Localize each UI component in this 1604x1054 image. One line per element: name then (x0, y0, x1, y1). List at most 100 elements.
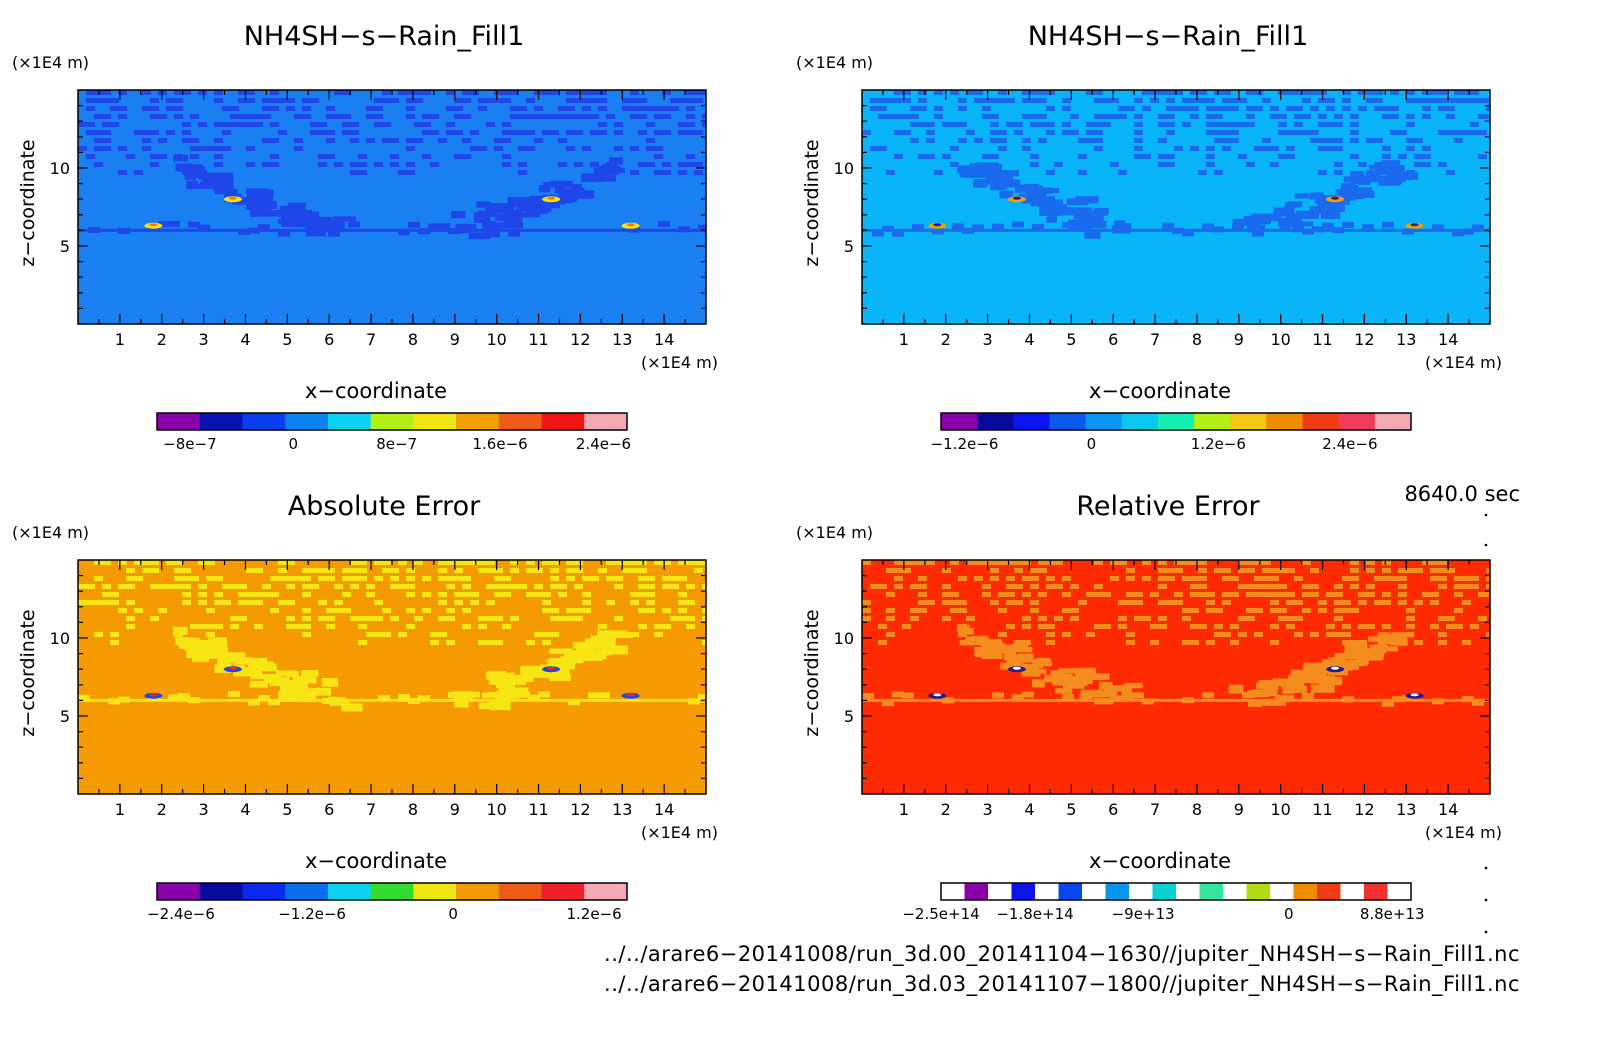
field-cell (310, 98, 319, 103)
field-cell (246, 568, 255, 573)
field-cell (1486, 576, 1490, 581)
x-tick-label: 10 (1270, 800, 1290, 819)
field-cell (1182, 608, 1191, 613)
field-cell (638, 560, 647, 565)
field-cell (1018, 653, 1034, 663)
field-cell (1206, 592, 1215, 597)
field-cell (1286, 90, 1295, 95)
field-cell (1150, 640, 1159, 645)
field-cell (366, 584, 375, 589)
field-cell (1374, 166, 1395, 175)
field-cell (102, 98, 111, 103)
field-cell (174, 98, 183, 103)
field-cell (1478, 592, 1487, 597)
field-cell (878, 640, 887, 645)
field-cell (86, 90, 95, 95)
field-cell (270, 90, 279, 95)
field-cell (1254, 584, 1263, 589)
field-cell (1030, 576, 1039, 581)
field-cell (1006, 560, 1015, 565)
field-cell (238, 616, 247, 621)
field-cell (958, 98, 967, 103)
field-cell (1462, 640, 1471, 645)
field-cell (694, 162, 703, 167)
field-cell (518, 162, 527, 167)
field-cell (102, 146, 111, 151)
field-cell (198, 224, 210, 231)
field-cell (1406, 616, 1415, 621)
field-cell (1212, 226, 1224, 233)
field-cell (304, 223, 320, 229)
field-cell (1062, 130, 1071, 135)
field-cell (572, 190, 595, 199)
field-cell (326, 608, 335, 613)
field-cell (638, 584, 647, 589)
field-cell (446, 616, 455, 621)
field-cell (198, 90, 207, 95)
field-cell (593, 167, 607, 176)
field-cell (1454, 576, 1463, 581)
field-cell (1158, 568, 1167, 573)
field-cell (998, 608, 1007, 613)
field-cell (1374, 98, 1383, 103)
field-cell (142, 130, 151, 135)
field-cell (926, 122, 935, 127)
field-cell (1438, 576, 1447, 581)
field-cell (221, 179, 234, 186)
field-cell (942, 122, 951, 127)
field-cell (118, 146, 127, 151)
hot-spot-core (228, 666, 237, 670)
field-cell (894, 130, 903, 135)
field-cell (1008, 654, 1021, 663)
field-cell (1374, 138, 1383, 143)
field-cell (549, 648, 573, 655)
field-cell (494, 568, 503, 573)
field-cell (118, 114, 127, 119)
field-cell (1430, 592, 1439, 597)
field-cell (1446, 568, 1455, 573)
field-cell (918, 560, 927, 565)
field-cell (214, 154, 223, 159)
field-cell (86, 98, 95, 103)
colorbar-swatch (541, 413, 585, 430)
field-cell (1054, 584, 1063, 589)
field-cell (494, 592, 503, 597)
field-cell (998, 560, 1007, 565)
field-cell (1286, 130, 1295, 135)
field-cell (1030, 584, 1039, 589)
field-cell (1070, 130, 1079, 135)
field-cell (278, 600, 287, 605)
field-cell (1390, 106, 1399, 111)
field-cell (638, 592, 647, 597)
field-cell (358, 154, 367, 159)
field-cell (1030, 162, 1039, 167)
field-cell (278, 98, 287, 103)
y-unit-label: (×1E4 m) (796, 53, 873, 72)
field-cell (1438, 560, 1447, 565)
field-cell (1294, 576, 1303, 581)
field-cell (630, 98, 639, 103)
field-cell (886, 632, 895, 637)
field-cell (1398, 592, 1407, 597)
field-cell (301, 670, 319, 677)
field-cell (958, 576, 967, 581)
field-cell (862, 616, 871, 621)
field-cell (150, 98, 159, 103)
field-cell (484, 207, 504, 214)
field-cell (1318, 600, 1327, 605)
field-cell (658, 220, 670, 227)
field-cell (1398, 600, 1407, 605)
field-cell (1134, 122, 1143, 127)
field-cell (966, 616, 975, 621)
field-cell (1118, 600, 1127, 605)
field-cell (406, 170, 415, 175)
x-tick-label: 6 (324, 800, 334, 819)
field-cell (302, 632, 311, 637)
field-cell (542, 632, 551, 637)
field-cell (142, 568, 151, 573)
field-cell (934, 114, 943, 119)
field-cell (502, 122, 511, 127)
field-cell (518, 584, 527, 589)
field-cell (1094, 90, 1103, 95)
field-cell (1382, 600, 1391, 605)
